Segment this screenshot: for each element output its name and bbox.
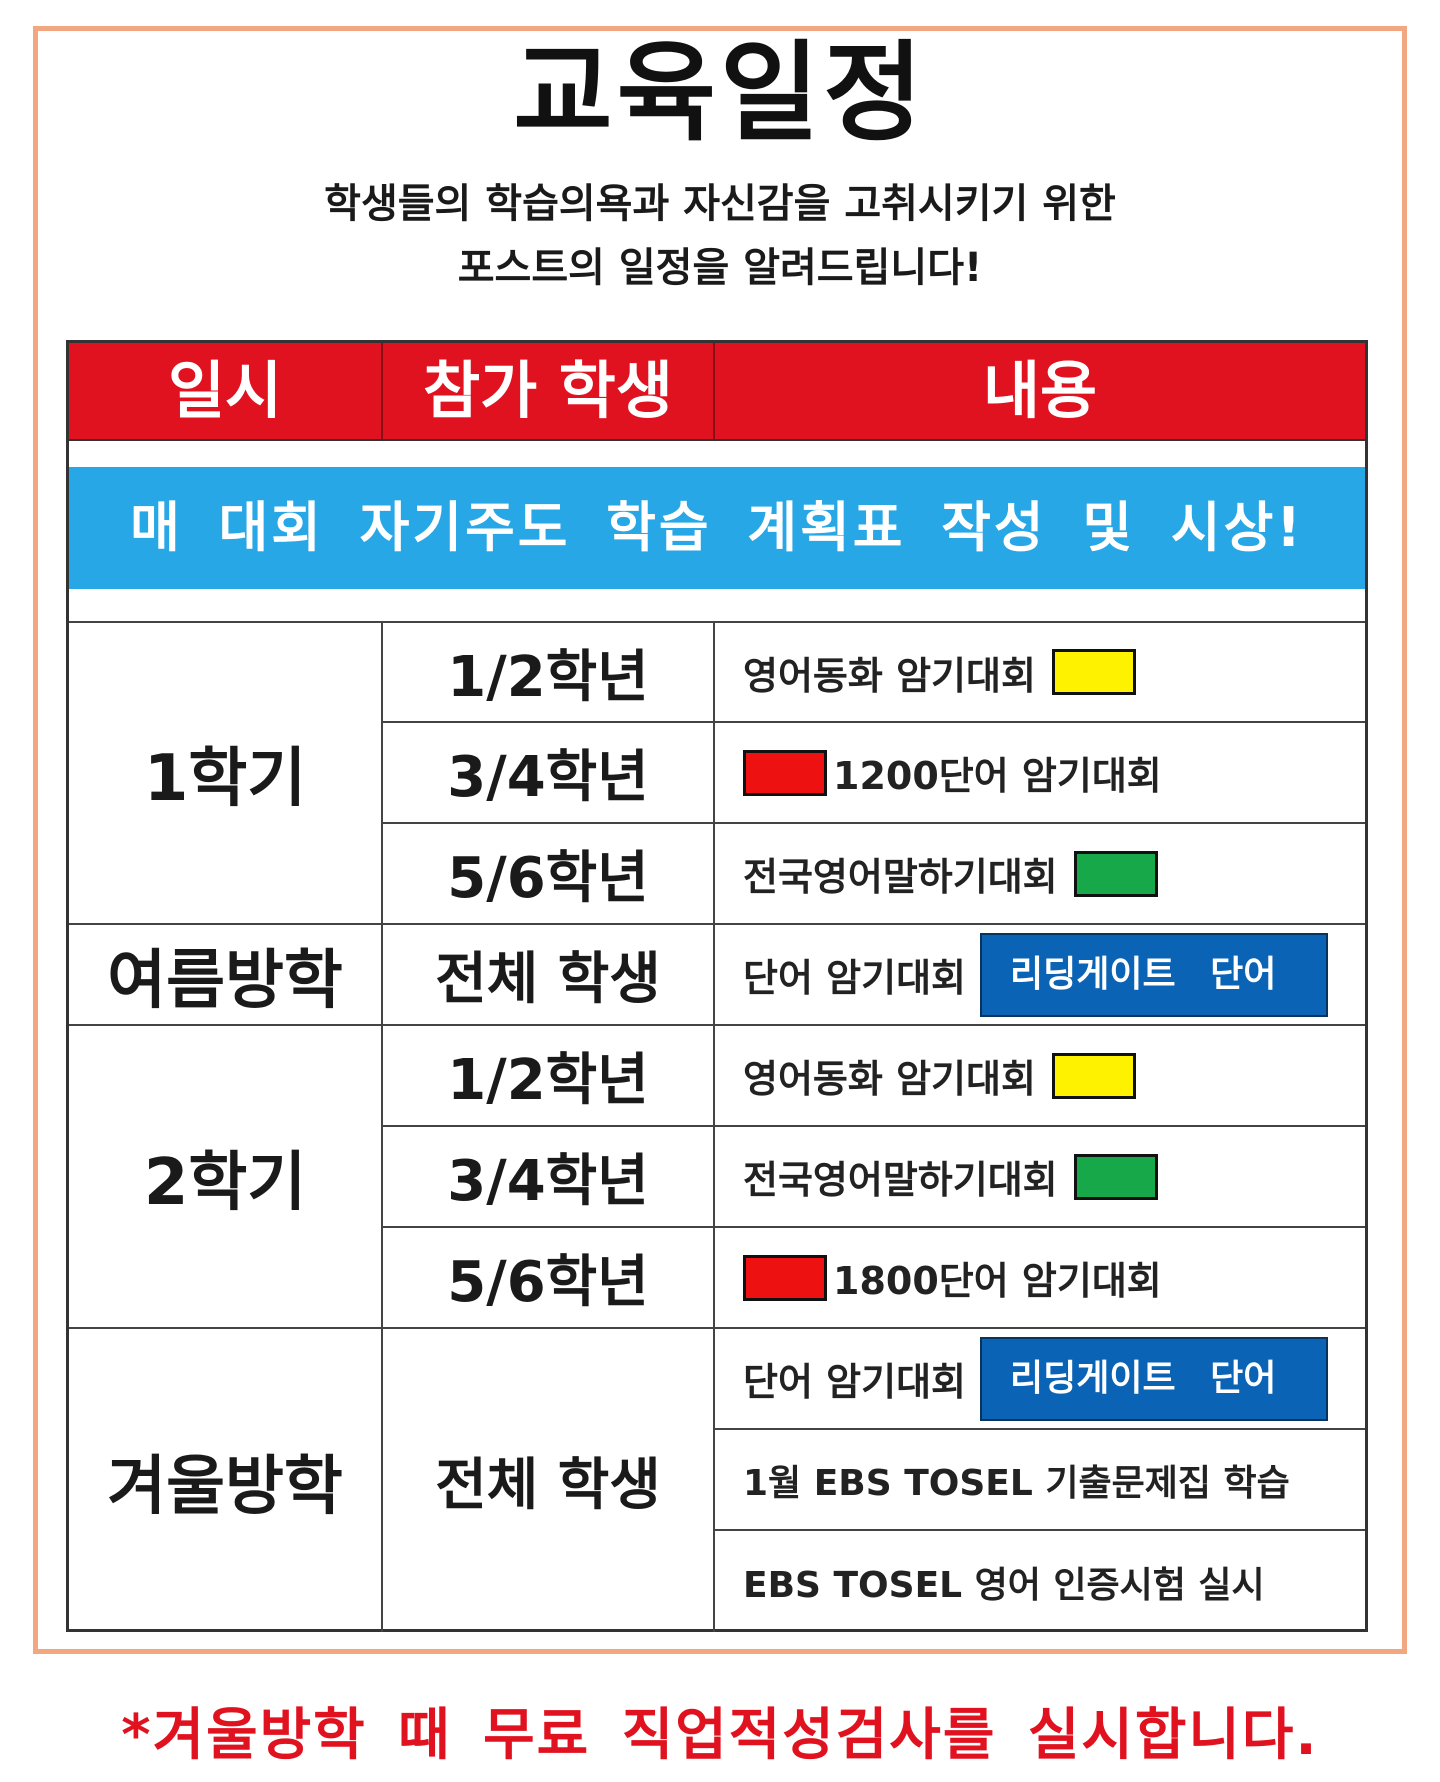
row-divider — [383, 822, 1365, 824]
content-text: 1200단어 암기대회 — [833, 754, 1162, 798]
participants-all-summer: 전체 학생 — [435, 947, 661, 1012]
row-divider — [69, 621, 1365, 623]
content-row: EBS TOSEL 영어 인증시험 실시 — [715, 1531, 1365, 1632]
content-row: 영어동화 암기대회 — [715, 1026, 1365, 1125]
row-divider — [715, 1529, 1365, 1531]
subtitle-line-1: 학생들의 학습의욕과 자신감을 고취시키기 위한 — [324, 181, 1116, 227]
yellow-swatch-icon — [1051, 649, 1136, 695]
row-divider — [69, 1327, 1365, 1329]
footer-note: *겨울방학 때 무료 직업적성검사를 실시합니다. — [121, 1703, 1319, 1768]
content-text: EBS TOSEL 영어 인증시험 실시 — [743, 1564, 1265, 1606]
row-divider — [715, 1428, 1365, 1430]
content-text: 전국영어말하기대회 — [743, 855, 1058, 899]
red-swatch-icon — [743, 1254, 827, 1301]
content-text: 1월 EBS TOSEL 기출문제집 학습 — [743, 1462, 1290, 1504]
participants-all-winter: 전체 학생 — [435, 1453, 661, 1518]
content-row: 단어 암기대회 리딩게이트 단어 — [715, 1329, 1365, 1428]
banner: 매 대회 자기주도 학습 계획표 작성 및 시상! — [69, 467, 1365, 589]
content-row: 1200단어 암기대회 — [715, 723, 1365, 822]
row-divider — [69, 1024, 1365, 1026]
content-row: 1800단어 암기대회 — [715, 1228, 1365, 1327]
content-row: 단어 암기대회 리딩게이트 단어 — [715, 925, 1365, 1024]
schedule-grid: 1학기 여름방학 2학기 겨울방학 1/2학년 3/4학년 5/6학년 전체 학… — [69, 621, 1365, 1635]
table-header: 일시 참가 학생 내용 — [69, 343, 1365, 441]
content-text: 단어 암기대회 — [743, 956, 966, 1000]
period-winter: 겨울방학 — [107, 1449, 343, 1524]
participants-grade-3-4: 3/4학년 — [447, 745, 649, 810]
row-divider — [383, 1125, 1365, 1127]
participants-grade-1-2: 1/2학년 — [447, 644, 649, 710]
content-row: 1월 EBS TOSEL 기출문제집 학습 — [715, 1430, 1365, 1529]
participants-grade-5-6: 5/6학년 — [447, 846, 649, 911]
header-divider — [381, 343, 383, 439]
schedule-table: 일시 참가 학생 내용 매 대회 자기주도 학습 계획표 작성 및 시상! 1학… — [66, 340, 1368, 1632]
header-date: 일시 — [167, 354, 283, 427]
green-swatch-icon — [1073, 1153, 1158, 1200]
period-semester-1: 1학기 — [143, 742, 307, 816]
column-divider — [381, 621, 383, 1632]
content-text: 전국영어말하기대회 — [743, 1158, 1058, 1202]
header-content: 내용 — [982, 354, 1098, 427]
header-participants: 참가 학생 — [423, 354, 673, 427]
participants-grade-5-6: 5/6학년 — [447, 1250, 649, 1315]
content-row: 전국영어말하기대회 — [715, 824, 1365, 923]
content-row: 영어동화 암기대회 — [715, 623, 1365, 721]
page-title: 교육일정 — [513, 31, 927, 156]
content-row: 전국영어말하기대회 — [715, 1127, 1365, 1226]
content-text: 1800단어 암기대회 — [833, 1259, 1162, 1303]
row-divider — [69, 923, 1365, 925]
participants-grade-3-4: 3/4학년 — [447, 1149, 649, 1214]
period-summer: 여름방학 — [107, 943, 343, 1018]
red-swatch-icon — [743, 749, 827, 796]
reading-gate-tag: 리딩게이트 단어 — [980, 932, 1329, 1017]
yellow-swatch-icon — [1051, 1052, 1136, 1099]
green-swatch-icon — [1073, 850, 1158, 897]
content-text: 단어 암기대회 — [743, 1360, 966, 1404]
subtitle: 학생들의 학습의욕과 자신감을 고취시키기 위한 포스트의 일정을 알려드립니다… — [0, 172, 1440, 300]
row-divider — [383, 1226, 1365, 1228]
content-text: 영어동화 암기대회 — [743, 653, 1036, 698]
reading-gate-tag: 리딩게이트 단어 — [980, 1336, 1329, 1421]
row-divider — [383, 721, 1365, 723]
period-semester-2: 2학기 — [143, 1145, 307, 1220]
subtitle-line-2: 포스트의 일정을 알려드립니다! — [457, 245, 983, 291]
participants-grade-1-2: 1/2학년 — [447, 1048, 649, 1113]
header-divider — [713, 343, 715, 439]
content-text: 영어동화 암기대회 — [743, 1057, 1036, 1101]
